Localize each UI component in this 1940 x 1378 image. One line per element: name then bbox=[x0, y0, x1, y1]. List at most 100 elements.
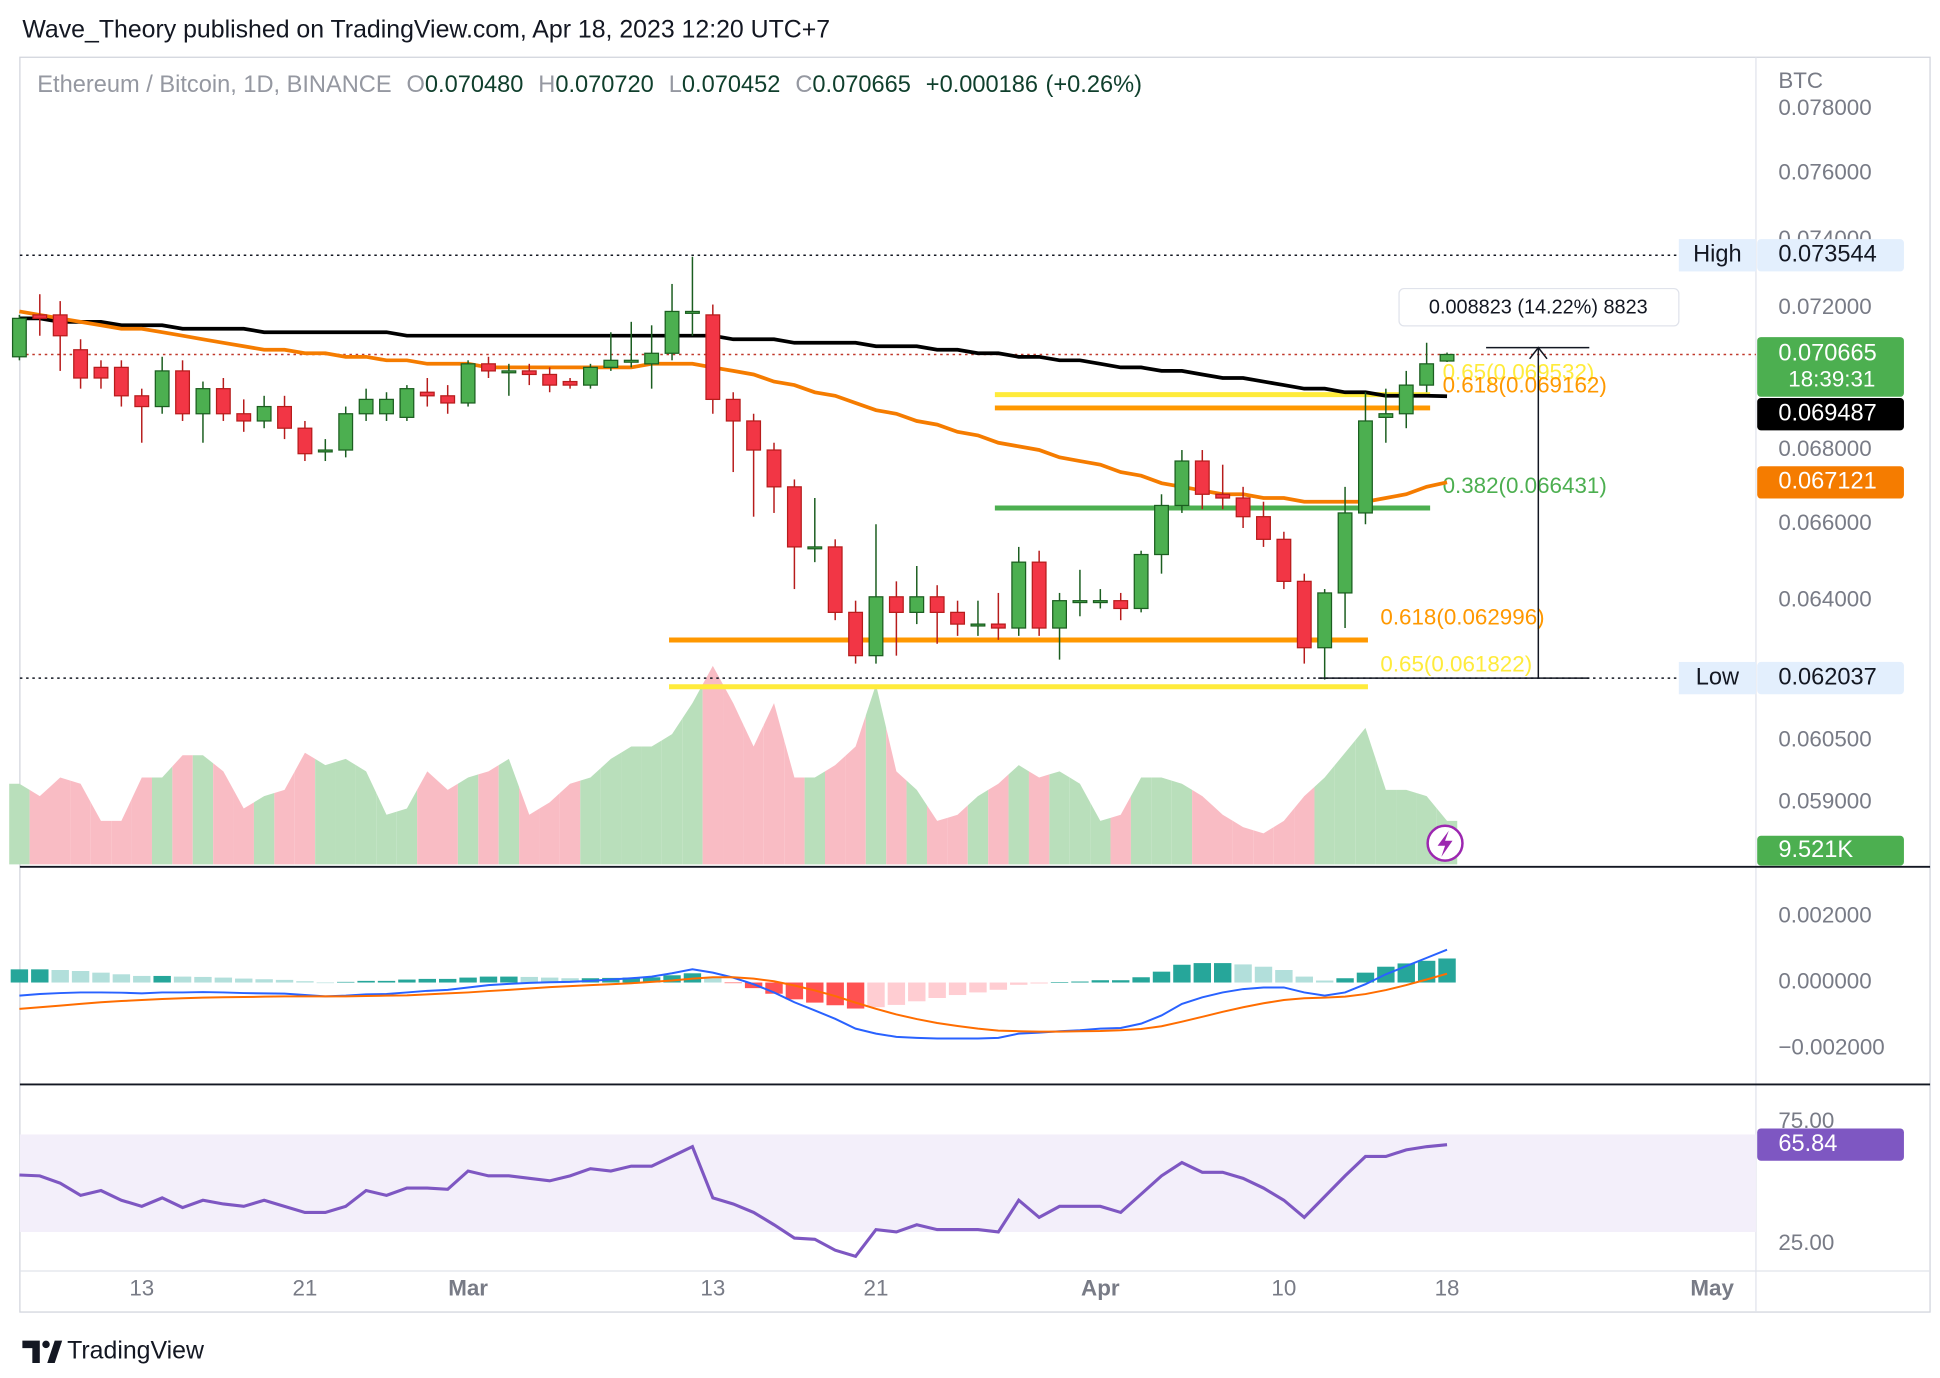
signal-line bbox=[19, 972, 1448, 1033]
candle-body bbox=[419, 391, 435, 397]
x-tick-label: Mar bbox=[448, 1276, 488, 1301]
candle-body bbox=[460, 363, 476, 404]
legend-key: O bbox=[407, 72, 425, 98]
candle-body bbox=[868, 596, 884, 657]
fib-level-label: 0.65(0.061822) bbox=[1380, 651, 1532, 676]
candle-body bbox=[1317, 592, 1333, 649]
macd-histogram-bar bbox=[1112, 980, 1130, 983]
currency-label: BTC bbox=[1778, 68, 1823, 93]
rsi-band bbox=[19, 1134, 1756, 1232]
legend-value: 0.070452 bbox=[682, 72, 780, 98]
volume-area bbox=[1355, 727, 1376, 865]
volume-area bbox=[804, 771, 825, 865]
fib-level-label: 0.618(0.062996) bbox=[1380, 605, 1544, 630]
volume-area bbox=[274, 771, 295, 865]
macd-histogram-bar bbox=[704, 977, 722, 983]
macd-tick-label: −0.002000 bbox=[1778, 1034, 1884, 1059]
y-tick-label: 0.076000 bbox=[1778, 160, 1871, 185]
candle-body bbox=[440, 395, 456, 404]
macd-histogram-bar bbox=[235, 978, 253, 983]
legend-change-pct: (+0.26%) bbox=[1046, 72, 1142, 98]
macd-histogram-bar bbox=[479, 976, 498, 983]
y-tick-label: 0.078000 bbox=[1778, 95, 1871, 120]
extreme-value: 0.062037 bbox=[1778, 664, 1876, 690]
volume-area bbox=[743, 724, 764, 865]
x-tick-label: Apr bbox=[1081, 1276, 1120, 1301]
volume-area bbox=[1130, 777, 1152, 865]
icon-bolt[interactable] bbox=[1437, 830, 1453, 857]
volume-area bbox=[580, 768, 601, 865]
y-tick-label: 0.072000 bbox=[1778, 294, 1871, 319]
volume-area bbox=[315, 758, 336, 865]
volume-area bbox=[70, 780, 91, 865]
last-price-box bbox=[1757, 337, 1904, 397]
brand-logo bbox=[22, 1340, 63, 1364]
macd-histogram-bar bbox=[255, 979, 273, 983]
macd-histogram-bar bbox=[1336, 978, 1354, 983]
rsi-line bbox=[19, 1143, 1448, 1259]
macd-histogram-bar bbox=[194, 976, 212, 983]
macd-histogram-bar bbox=[1132, 977, 1150, 983]
extreme-name: High bbox=[1693, 241, 1742, 267]
macd-histogram-bar bbox=[214, 977, 233, 983]
volume-value-box bbox=[1757, 835, 1904, 866]
replay-icon[interactable] bbox=[1426, 824, 1464, 862]
macd-histogram-bar bbox=[622, 977, 640, 983]
candle-body bbox=[32, 314, 48, 319]
candle-body bbox=[338, 413, 354, 451]
candle-body bbox=[1133, 553, 1149, 610]
candle-body bbox=[1031, 561, 1047, 629]
macd-histogram-bar bbox=[51, 970, 69, 983]
brand-name: TradingView bbox=[67, 1336, 205, 1364]
x-tick-label: 13 bbox=[129, 1276, 154, 1301]
measure-label: 0.008823 (14.22%) 8823 bbox=[1429, 297, 1648, 319]
y-tick-label: 0.066000 bbox=[1778, 510, 1871, 535]
extreme-name: Low bbox=[1696, 664, 1740, 690]
candle-body bbox=[970, 623, 986, 627]
volume-area bbox=[1028, 771, 1050, 865]
volume-area bbox=[111, 799, 132, 865]
macd-histogram-bar bbox=[153, 975, 171, 983]
macd-histogram-bar bbox=[112, 974, 131, 983]
macd-histogram-bar bbox=[1050, 982, 1069, 983]
volume-area bbox=[355, 765, 377, 865]
macd-histogram-bar bbox=[1295, 976, 1313, 983]
legend-value: 0.070665 bbox=[812, 72, 910, 98]
candle-body bbox=[277, 405, 292, 429]
macd-histogram-bar bbox=[10, 969, 29, 983]
legend-key: H bbox=[538, 72, 555, 98]
candle-body bbox=[1439, 353, 1455, 362]
volume-area bbox=[1212, 805, 1233, 865]
volume-area bbox=[1273, 808, 1295, 865]
measure-arrowhead bbox=[1529, 346, 1548, 360]
candle-body bbox=[195, 388, 211, 415]
candle-body bbox=[562, 380, 578, 386]
legend-change: +0.000186 bbox=[926, 72, 1038, 98]
macd-histogram-bar bbox=[1315, 980, 1334, 983]
extreme-value-box bbox=[1757, 661, 1904, 695]
candle-body bbox=[236, 413, 252, 422]
volume-area bbox=[845, 715, 866, 865]
macd-histogram-bar bbox=[1356, 972, 1375, 983]
candle-body bbox=[93, 366, 109, 379]
x-tick-label: 21 bbox=[292, 1276, 317, 1301]
candle-body bbox=[1174, 460, 1190, 507]
macd-histogram-bar bbox=[806, 982, 824, 1003]
macd-histogram-bar bbox=[765, 982, 783, 994]
candle-body bbox=[73, 349, 89, 379]
candle-body bbox=[358, 398, 374, 415]
legend: Ethereum / Bitcoin, 1D, BINANCE O0.070480… bbox=[37, 72, 1142, 98]
extreme-value: 0.073544 bbox=[1778, 241, 1876, 267]
volume-area bbox=[417, 771, 438, 865]
volume-area bbox=[335, 758, 356, 865]
candle-body bbox=[684, 310, 700, 314]
macd-histogram-bar bbox=[418, 978, 437, 983]
candle-body bbox=[807, 546, 823, 550]
volume-area bbox=[906, 780, 927, 865]
candle-body bbox=[929, 596, 945, 613]
candle-body bbox=[786, 486, 802, 548]
macd-histogram-bar bbox=[663, 975, 681, 983]
macd-histogram-bar bbox=[826, 982, 844, 1006]
logo-shape bbox=[47, 1340, 63, 1364]
volume-area bbox=[641, 740, 662, 865]
